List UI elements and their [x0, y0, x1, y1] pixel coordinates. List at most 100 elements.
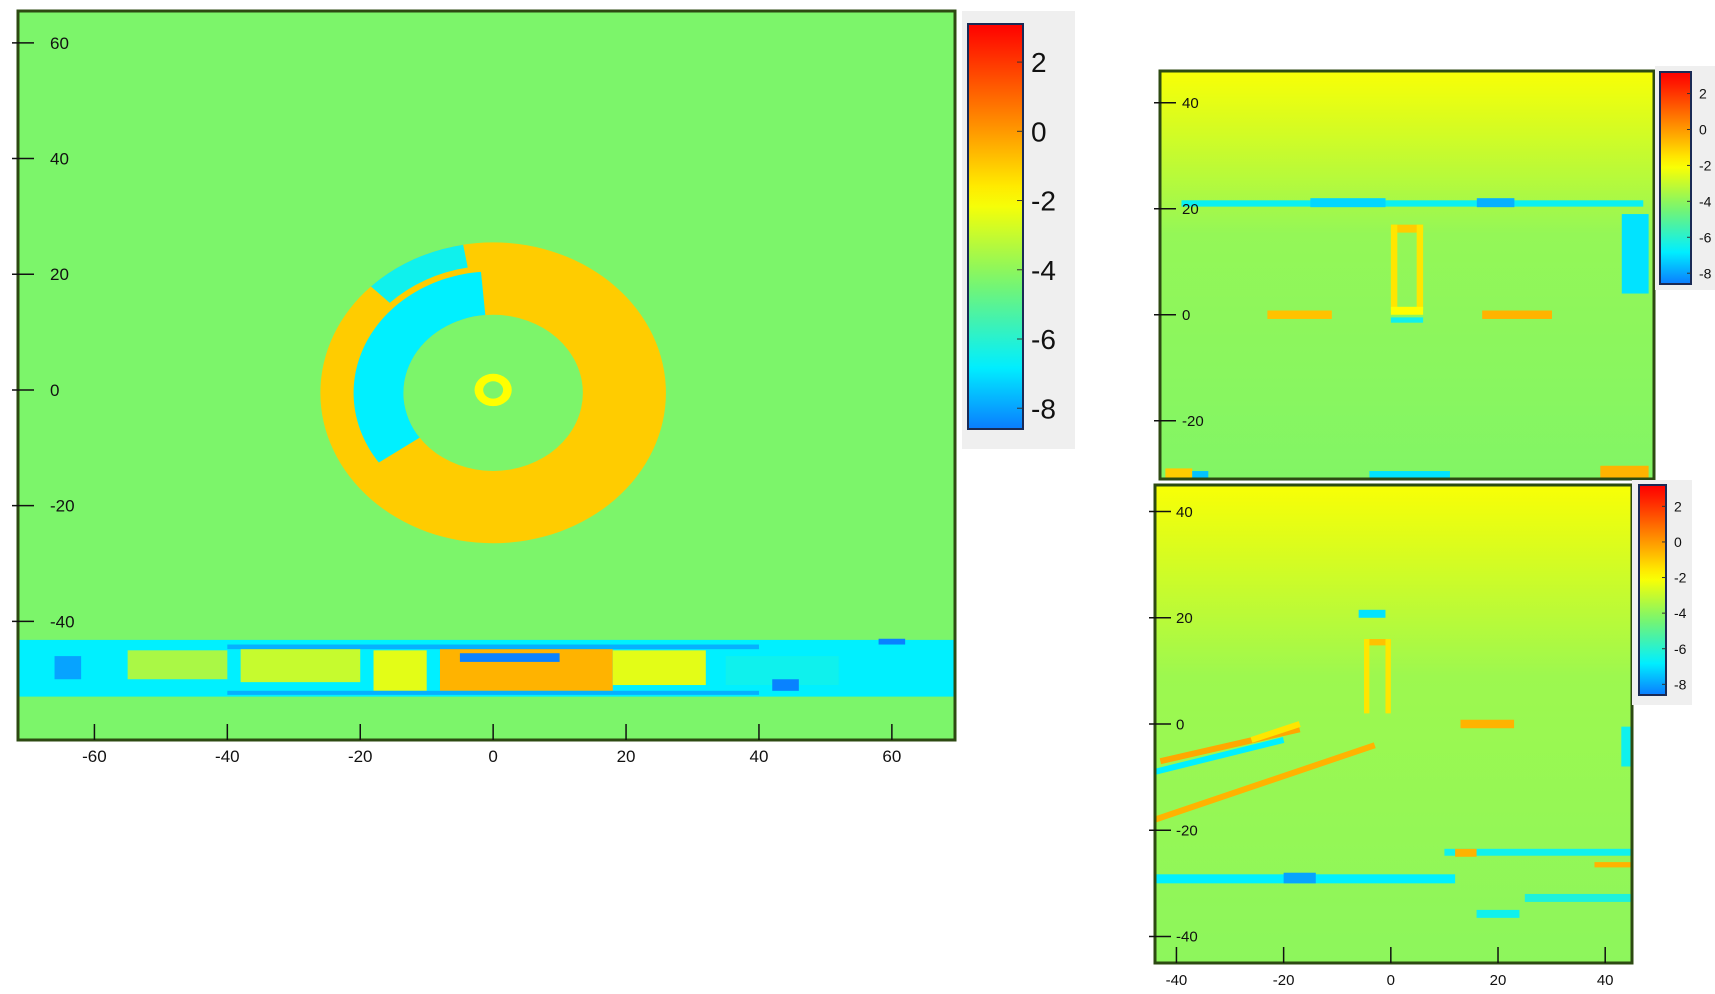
- heatmap-cell: [54, 656, 82, 680]
- y-tick-label: 0: [1176, 716, 1184, 733]
- heatmap-cell: [1310, 198, 1386, 208]
- heatmap-cell: [878, 638, 906, 645]
- y-tick-label: -20: [50, 497, 75, 516]
- heatmap-cell: [1621, 214, 1649, 294]
- x-tick-label: 0: [1387, 972, 1395, 989]
- x-tick-label: -20: [348, 747, 373, 766]
- y-tick-label: 60: [50, 34, 69, 53]
- heatmap-features: [18, 242, 955, 697]
- y-tick-label: -40: [1176, 929, 1198, 946]
- y-tick-label: 20: [50, 265, 69, 284]
- heatmap-cell: [1390, 317, 1424, 323]
- y-tick-label: -20: [1176, 822, 1198, 839]
- heatmap-cell: [1364, 639, 1370, 714]
- y-tick-label: -20: [1182, 413, 1204, 430]
- heatmap-cell: [1390, 306, 1424, 315]
- colorbar: [967, 23, 1024, 430]
- y-tick-label: 40: [1182, 95, 1199, 112]
- colorbar-tick-label: -8: [1699, 265, 1712, 281]
- heatmap-cell: [1594, 862, 1632, 868]
- heatmap-cell: [227, 690, 759, 695]
- x-tick-label: 40: [1597, 972, 1614, 989]
- heatmap-cell: [127, 650, 228, 680]
- colorbar-tick-label: -6: [1699, 229, 1712, 245]
- heatmap-cell: [1390, 224, 1424, 233]
- heatmap-cell: [1482, 310, 1552, 319]
- heatmap-cell: [772, 679, 799, 691]
- heatmap-cell: [240, 647, 361, 683]
- heatmap-cell: [1476, 909, 1520, 918]
- colorbar-tick-label: -8: [1674, 676, 1687, 692]
- colorbar: [1638, 484, 1667, 696]
- heatmap-cell: [1444, 848, 1632, 856]
- heatmap-arc: [353, 271, 486, 463]
- colorbar: [1659, 71, 1692, 285]
- heatmap-cell: [373, 650, 427, 691]
- heatmap-streak: [1250, 721, 1301, 743]
- heatmap-cell: [1455, 848, 1477, 857]
- y-tick-label: 0: [1182, 307, 1190, 324]
- colorbar-tick-label: -4: [1031, 255, 1056, 286]
- colorbar-tick-label: -4: [1674, 605, 1687, 621]
- heatmap-ring: [474, 373, 512, 407]
- heatmap-cell: [1416, 224, 1424, 310]
- colorbar-tick-label: 0: [1031, 116, 1047, 147]
- heatmap-cell: [1181, 200, 1644, 207]
- heatmap-cell: [1600, 465, 1649, 479]
- x-tick-label: -40: [1166, 972, 1188, 989]
- heatmap-arc: [370, 244, 468, 303]
- x-tick-label: 40: [750, 747, 769, 766]
- x-tick-label: 20: [617, 747, 636, 766]
- y-tick-label: 20: [1182, 201, 1199, 218]
- colorbar-tick-label: 0: [1674, 534, 1682, 550]
- heatmap-cell: [459, 653, 560, 662]
- colorbar-tick-label: 0: [1699, 122, 1707, 138]
- heatmap-cell: [1385, 639, 1391, 714]
- heatmap-cell: [1524, 893, 1632, 902]
- colorbar-tick-label: -2: [1674, 570, 1687, 586]
- heatmap-cell: [227, 644, 759, 650]
- heatmap-cell: [1369, 471, 1450, 479]
- heatmap-cell: [1267, 310, 1332, 319]
- colorbar-tick-label: -6: [1031, 324, 1056, 355]
- x-tick-label: -40: [215, 747, 240, 766]
- x-tick-label: -20: [1273, 972, 1295, 989]
- heatmap-streak: [1155, 737, 1285, 775]
- x-tick-label: 60: [882, 747, 901, 766]
- colorbar-tick-label: -2: [1031, 186, 1056, 217]
- colorbar-tick-label: -6: [1674, 641, 1687, 657]
- colorbar-tick-label: 2: [1031, 47, 1047, 78]
- x-tick-label: -60: [82, 747, 107, 766]
- heatmap-background: [1155, 485, 1632, 963]
- plot-frame: [1158, 69, 1656, 481]
- heatmap-cell: [1476, 198, 1515, 208]
- heatmap-cell: [1460, 719, 1515, 729]
- heatmap-features: [1165, 198, 1649, 479]
- y-tick-label: 40: [1176, 504, 1193, 521]
- colorbar-tick-label: 2: [1674, 498, 1682, 514]
- heatmap-cell: [1390, 224, 1398, 310]
- colorbar-tick-label: -4: [1699, 193, 1712, 209]
- heatmap-streak: [1155, 742, 1376, 823]
- colorbar-tick-label: -2: [1699, 157, 1712, 173]
- heatmap-background: [1160, 71, 1654, 479]
- y-tick-label: 0: [50, 381, 59, 400]
- plot-frame: [16, 9, 957, 742]
- x-tick-label: 0: [488, 747, 497, 766]
- heatmap-cell: [1192, 471, 1209, 479]
- heatmap-cell: [1283, 872, 1316, 884]
- heatmap-cell: [1165, 468, 1193, 479]
- heatmap-cell: [1358, 609, 1386, 618]
- colorbar-tick-label: 2: [1699, 86, 1707, 102]
- colorbar-tick-label: -8: [1031, 393, 1056, 424]
- heatmap-features: [1155, 609, 1632, 918]
- y-tick-label: 20: [1176, 610, 1193, 627]
- x-tick-label: 20: [1490, 972, 1507, 989]
- heatmap-cell: [1364, 639, 1391, 646]
- heatmap-cell: [612, 650, 706, 686]
- heatmap-cell: [1621, 726, 1632, 767]
- y-tick-label: -40: [50, 612, 75, 631]
